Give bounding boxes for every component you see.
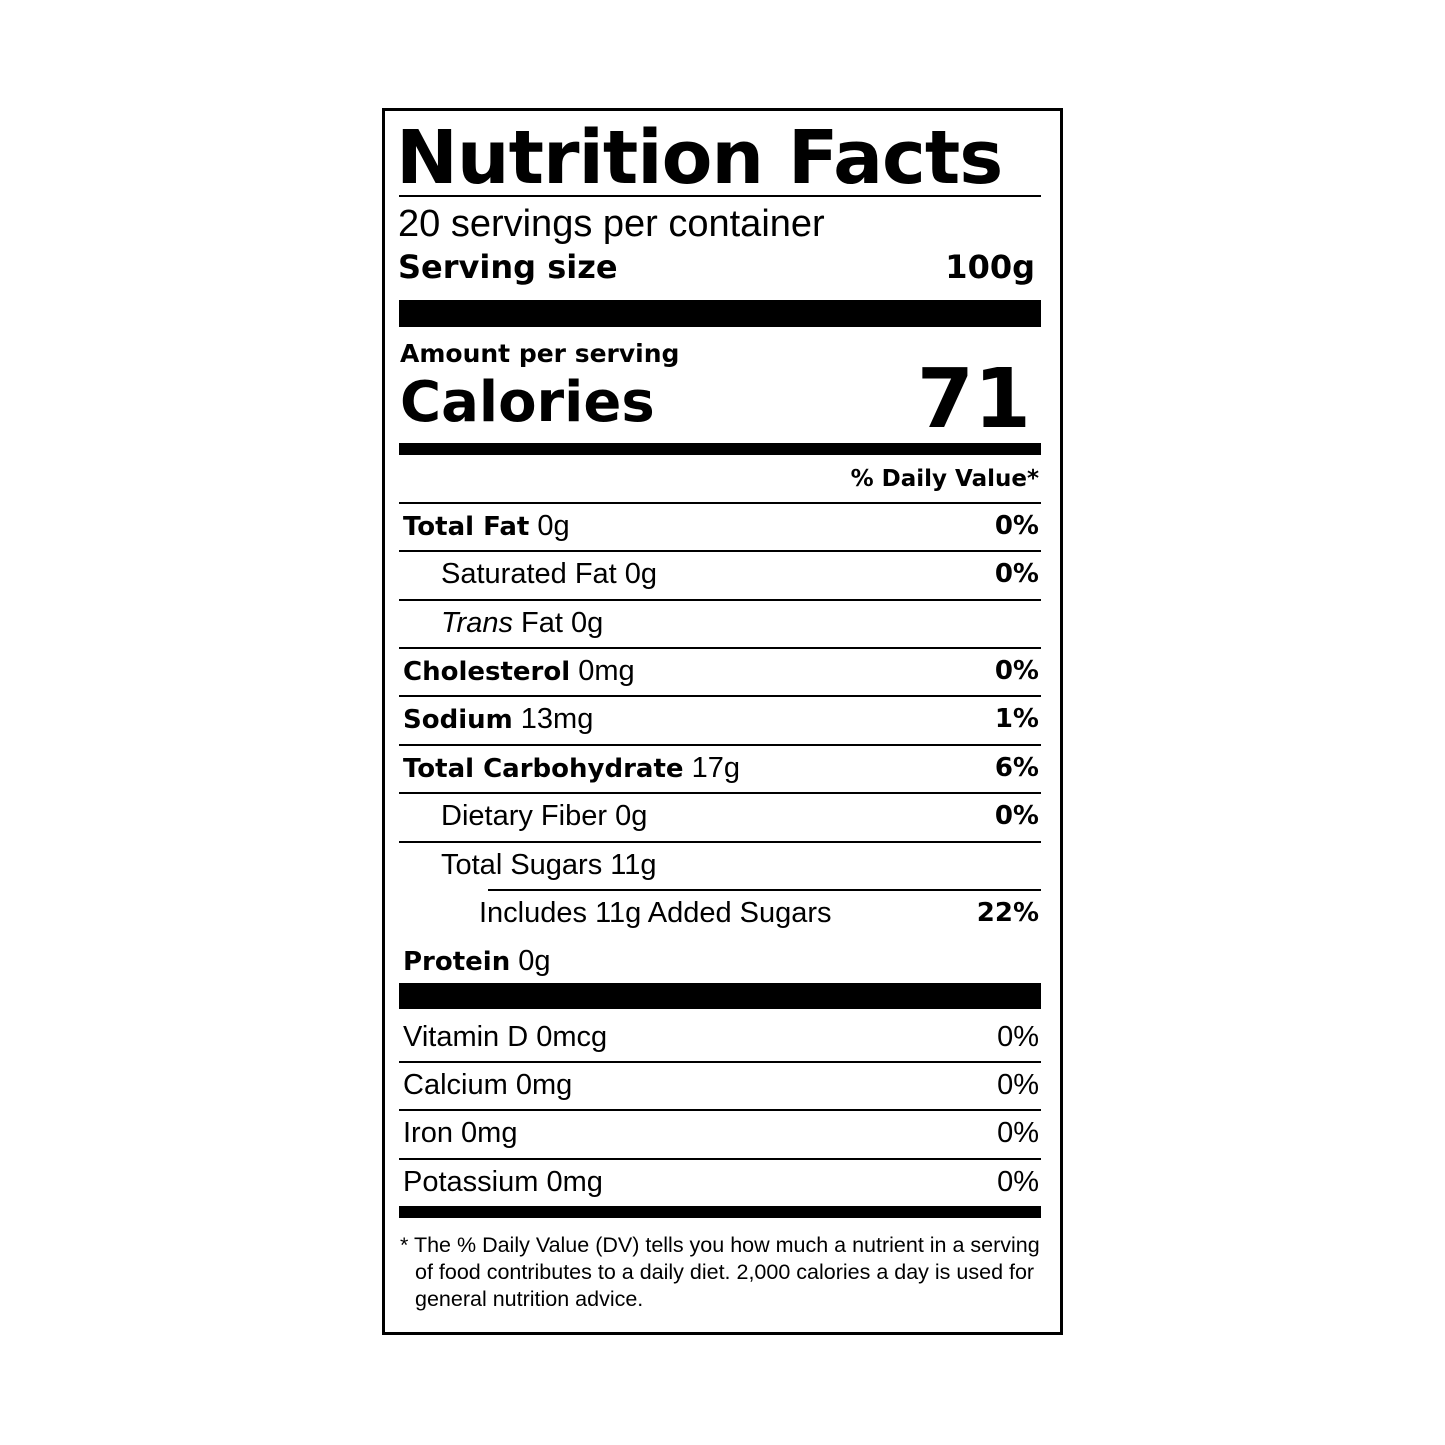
daily-value-percent: 6% (994, 753, 1039, 783)
divider (399, 1109, 1041, 1111)
nutrient-amount: 0g (518, 945, 551, 977)
nutrient-row: Cholesterol 0mg 0% (399, 651, 1041, 691)
nutrient-row: Protein 0g (399, 941, 1041, 981)
nutrient-name: Total Fat (403, 512, 530, 542)
nutrient-row: Includes 11g Added Sugars 22% (399, 893, 1041, 933)
vitamin-name: Iron (403, 1117, 453, 1149)
medium-divider (399, 1206, 1041, 1218)
medium-divider (399, 443, 1041, 455)
nutrient-amount: 11g (610, 849, 657, 881)
divider (399, 502, 1041, 504)
amount-per-serving: Amount per serving (400, 339, 680, 368)
nutrient-name: Dietary Fiber (441, 800, 607, 832)
vitamin-amount: 0mcg (536, 1021, 608, 1053)
nutrient-label: Dietary Fiber 0g (441, 796, 647, 836)
vitamin-name: Potassium (403, 1166, 539, 1198)
calories-label: Calories (400, 370, 655, 435)
nutrient-label: Total Fat 0g (403, 506, 570, 547)
serving-size-value: 100g (945, 248, 1035, 286)
divider (399, 550, 1041, 552)
nutrient-amount: 0g (571, 607, 604, 639)
daily-value-percent: 0% (997, 1021, 1039, 1053)
thick-divider (399, 983, 1041, 1009)
serving-size-label: Serving size (398, 248, 618, 286)
vitamin-amount: 0mg (515, 1069, 573, 1101)
vitamin-row: Calcium 0mg 0% (399, 1065, 1041, 1105)
vitamin-name: Vitamin D (403, 1021, 529, 1053)
nutrient-label: Protein 0g (403, 941, 551, 982)
nutrient-row: Total Carbohydrate 17g 6% (399, 748, 1041, 788)
nutrient-amount: 0g (615, 800, 648, 832)
nutrient-name-suffix: Fat (521, 607, 563, 639)
nutrition-label (382, 108, 1063, 1335)
divider (399, 1158, 1041, 1160)
nutrient-label: Total Sugars 11g (441, 845, 657, 885)
nutrient-name: Protein (403, 947, 511, 977)
divider (399, 841, 1041, 843)
vitamin-label: Iron 0mg (403, 1113, 517, 1153)
nutrient-amount: 17g (691, 752, 740, 784)
divider (399, 599, 1041, 601)
vitamin-amount: 0mg (461, 1117, 518, 1149)
nutrient-name: Total Carbohydrate (403, 754, 684, 784)
divider (399, 792, 1041, 794)
footnote: * The % Daily Value (DV) tells you how m… (400, 1233, 1040, 1311)
divider (488, 889, 1041, 891)
vitamin-label: Calcium 0mg (403, 1065, 572, 1105)
divider (399, 195, 1041, 197)
calories-value: 71 (916, 352, 1031, 447)
vitamin-label: Potassium 0mg (403, 1162, 603, 1202)
nutrient-row: Total Fat 0g 0% (399, 506, 1041, 546)
vitamin-label: Vitamin D 0mcg (403, 1017, 607, 1057)
vitamin-row: Vitamin D 0mcg 0% (399, 1017, 1041, 1057)
vitamin-row: Iron 0mg 0% (399, 1113, 1041, 1153)
nutrient-row: Dietary Fiber 0g 0% (399, 796, 1041, 836)
nutrient-amount: 0mg (578, 655, 635, 687)
nutrient-row: Sodium 13mg 1% (399, 699, 1041, 739)
nutrient-name: Sodium (403, 705, 513, 735)
nutrient-name: Trans (441, 607, 513, 639)
nutrient-amount: 13mg (520, 703, 594, 735)
daily-value-percent: 0% (997, 1069, 1039, 1101)
nutrient-name: Includes 11g Added Sugars (479, 897, 832, 929)
nutrient-name: Total Sugars (441, 849, 603, 881)
daily-value-percent: 0% (994, 801, 1039, 831)
daily-value-percent: 0% (997, 1166, 1039, 1198)
nutrient-label: Cholesterol 0mg (403, 651, 635, 692)
daily-value-percent: 0% (994, 559, 1039, 589)
divider (399, 744, 1041, 746)
nutrient-row: Total Sugars 11g (399, 845, 1041, 885)
nutrient-name: Cholesterol (403, 657, 571, 687)
daily-value-percent: 0% (997, 1117, 1039, 1149)
divider (399, 1061, 1041, 1063)
divider (399, 647, 1041, 649)
nutrient-amount: 0g (624, 558, 658, 590)
nutrient-name: Saturated Fat (441, 558, 617, 590)
daily-value-percent: 0% (994, 656, 1039, 686)
vitamin-amount: 0mg (546, 1166, 603, 1198)
nutrient-amount: 0g (537, 510, 570, 542)
servings-per-container: 20 servings per container (398, 203, 825, 245)
nutrient-label: Sodium 13mg (403, 699, 593, 740)
daily-value-header: % Daily Value* (850, 466, 1039, 492)
label-title: Nutrition Facts (396, 115, 1003, 201)
nutrient-label: Trans Fat 0g (441, 603, 603, 643)
daily-value-percent: 0% (994, 511, 1039, 541)
nutrient-label: Total Carbohydrate 17g (403, 748, 740, 789)
divider (399, 695, 1041, 697)
daily-value-percent: 22% (976, 898, 1039, 928)
vitamin-name: Calcium (403, 1069, 508, 1101)
nutrient-label: Includes 11g Added Sugars (479, 893, 832, 933)
daily-value-percent: 1% (994, 704, 1039, 734)
thick-divider (399, 300, 1041, 327)
nutrient-row: Saturated Fat 0g 0% (399, 554, 1041, 594)
vitamin-row: Potassium 0mg 0% (399, 1162, 1041, 1202)
nutrient-row: Trans Fat 0g (399, 603, 1041, 643)
nutrient-label: Saturated Fat 0g (441, 554, 657, 594)
